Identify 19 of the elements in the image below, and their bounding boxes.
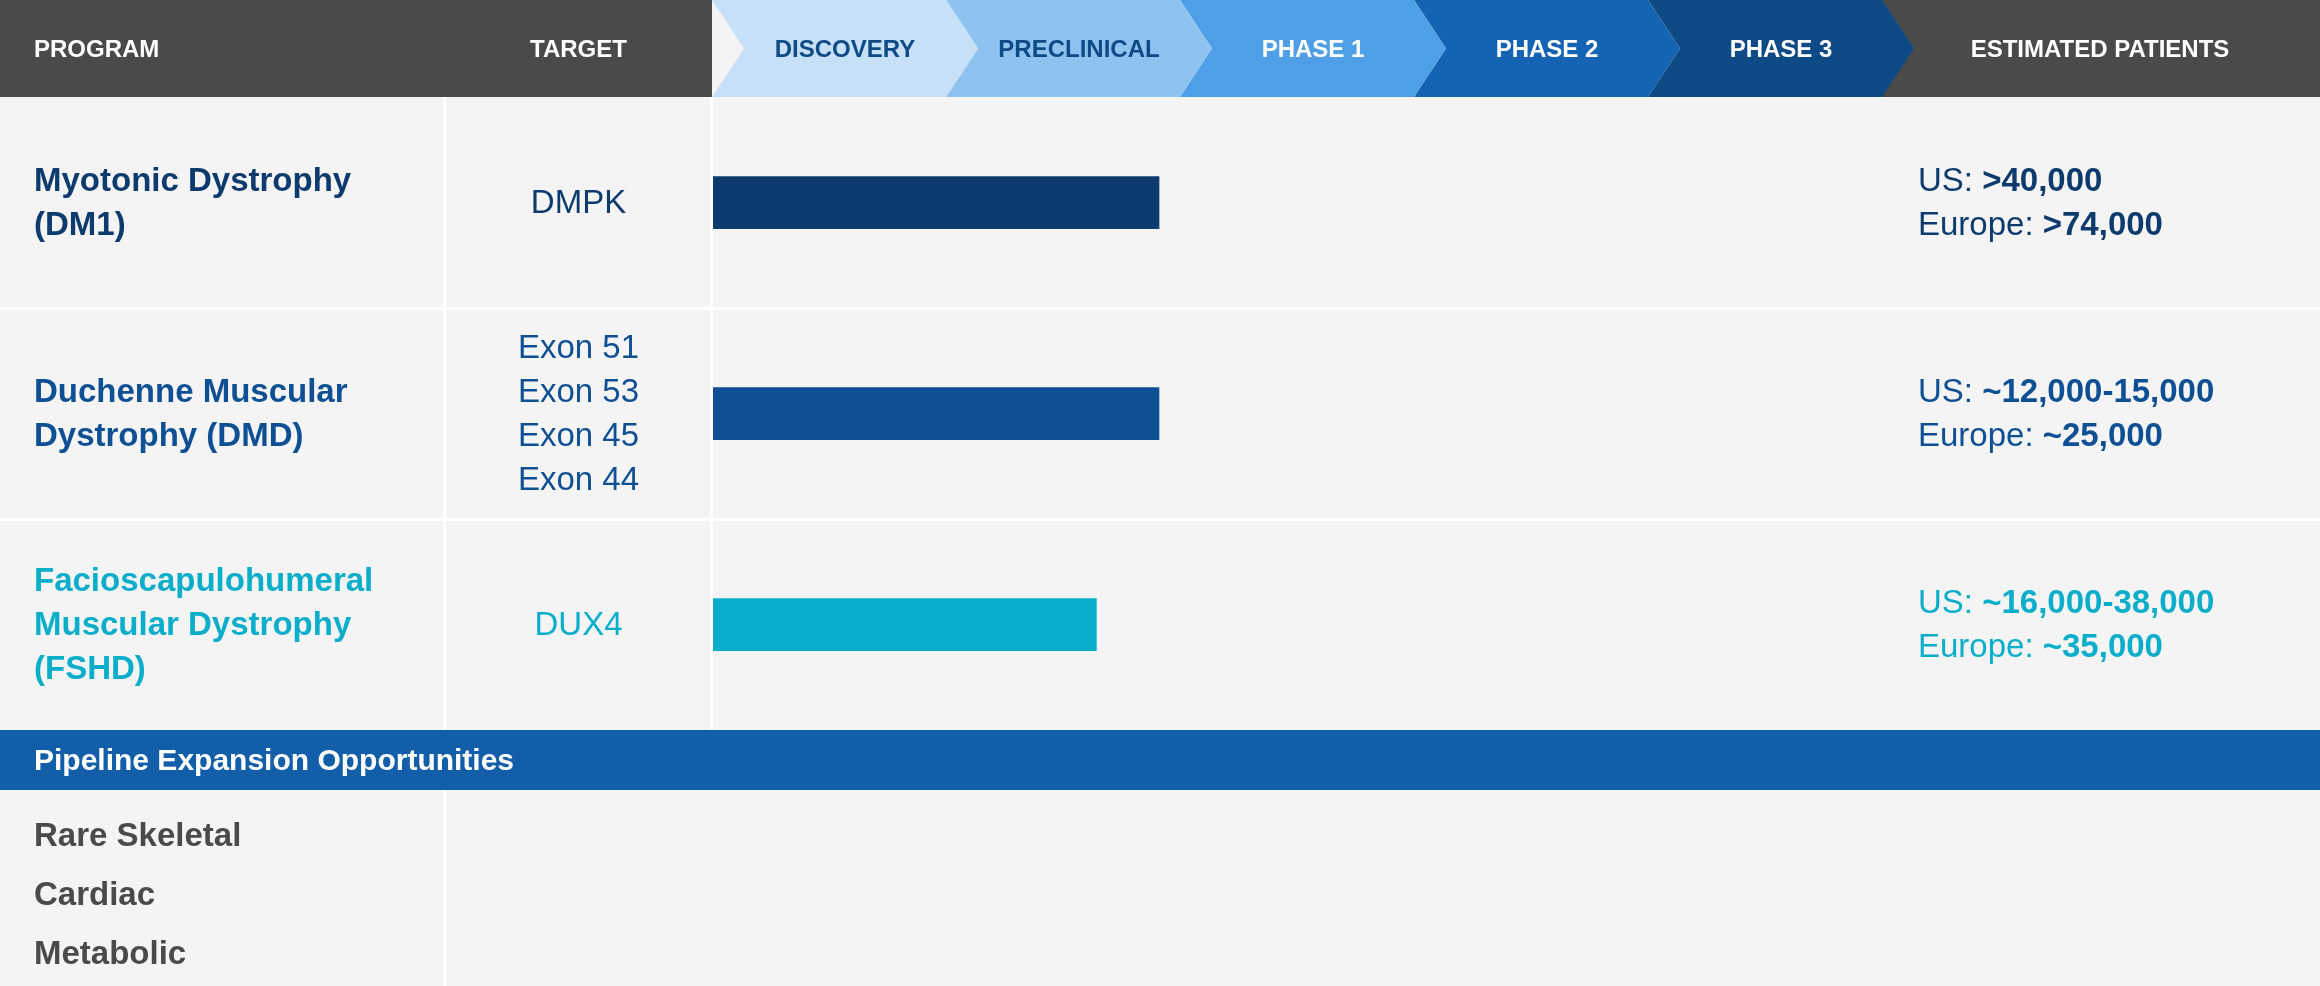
text: DMPK [529, 182, 628, 222]
text: PROGRAM [0, 0, 445, 97]
text: US: ~12,000-15,000 Europe: ~25,000 [1918, 370, 2215, 455]
text: ESTIMATED PATIENTS [1880, 0, 2320, 97]
text: Exon 51 Exon 53 Exon 45 Exon 44 [516, 326, 641, 499]
text: PHASE 2 [1414, 0, 1680, 97]
y-tick-label: Facioscapulohumeral Muscular Dystrophy (FSHD) [34, 560, 375, 688]
text: PHASE 3 [1648, 0, 1914, 97]
text: DUX4 [533, 604, 624, 644]
text: Rare Skeletal Cardiac Metabolic [34, 814, 243, 973]
text: DISCOVERY [712, 0, 978, 97]
y-tick-label: Duchenne Muscular Dystrophy (DMD) [34, 370, 349, 455]
text: US: >40,000 Europe: >74,000 [1918, 160, 2163, 244]
text: PRECLINICAL [946, 0, 1212, 97]
y-tick-label: Myotonic Dystrophy (DM1) [34, 160, 353, 244]
text: US: ~16,000-38,000 Europe: ~35,000 [1918, 582, 2215, 666]
text: Pipeline Expansion Opportunities [0, 730, 2320, 790]
text: PHASE 1 [1180, 0, 1446, 97]
text: TARGET [445, 0, 712, 97]
